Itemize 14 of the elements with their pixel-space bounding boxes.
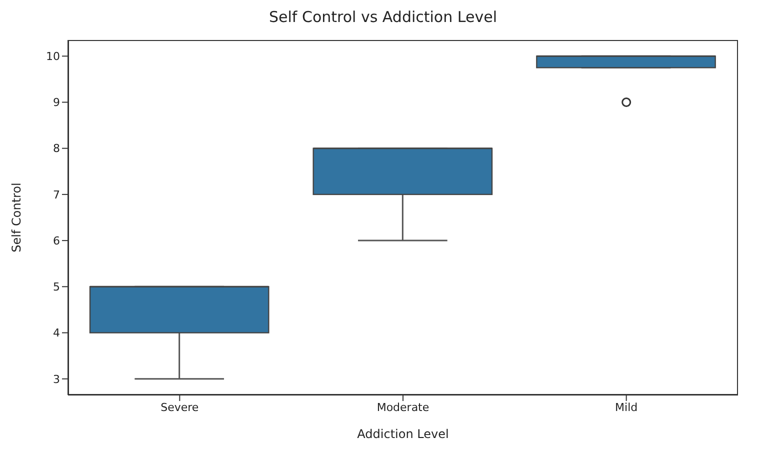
x-tick-label: Moderate	[376, 400, 430, 414]
y-axis-title: Self Control	[9, 182, 24, 252]
y-tick-label: 8	[53, 142, 60, 156]
y-tick-label: 10	[46, 50, 60, 64]
y-tick-label: 5	[53, 280, 60, 294]
y-tick-label: 3	[53, 372, 60, 386]
x-axis-title: Addiction Level	[357, 427, 449, 441]
x-tick-label: Mild	[615, 400, 638, 414]
x-tick-label: Severe	[160, 400, 199, 414]
y-tick-label: 7	[53, 188, 60, 202]
y-tick-label: 6	[53, 234, 60, 248]
y-tick-label: 4	[53, 326, 60, 340]
y-tick-label: 9	[53, 96, 60, 110]
chart-title: Self Control vs Addiction Level	[268, 8, 498, 26]
